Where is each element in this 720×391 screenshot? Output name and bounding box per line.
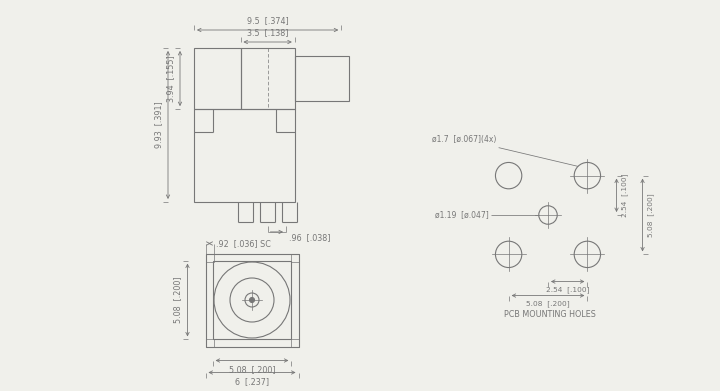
Text: .96  [.038]: .96 [.038] xyxy=(289,233,330,242)
Bar xyxy=(240,48,294,109)
Bar xyxy=(205,253,299,346)
Bar xyxy=(194,48,240,109)
Text: 2.54  [.100]: 2.54 [.100] xyxy=(546,287,590,293)
Text: 3.5  [.138]: 3.5 [.138] xyxy=(247,28,289,37)
Text: ø1.7  [ø.067](4x): ø1.7 [ø.067](4x) xyxy=(432,135,497,143)
Bar xyxy=(194,109,294,202)
Bar xyxy=(205,253,214,262)
Circle shape xyxy=(250,298,254,303)
Text: 5.08  [.200]: 5.08 [.200] xyxy=(526,301,570,307)
Text: 9.93  [.391]: 9.93 [.391] xyxy=(154,102,163,148)
Text: 5.08  [.200]: 5.08 [.200] xyxy=(174,277,182,323)
Text: 5.08  [.200]: 5.08 [.200] xyxy=(229,366,275,375)
Text: .92  [.036] SC: .92 [.036] SC xyxy=(217,239,271,248)
Bar xyxy=(290,339,299,346)
Text: 9.5  [.374]: 9.5 [.374] xyxy=(247,16,289,25)
Text: 2.54  [.100]: 2.54 [.100] xyxy=(621,174,629,217)
Text: ø1.19  [ø.047]: ø1.19 [ø.047] xyxy=(435,210,489,219)
Text: 6  [.237]: 6 [.237] xyxy=(235,377,269,386)
Text: 3.94  [.155]: 3.94 [.155] xyxy=(166,55,175,102)
Bar xyxy=(294,56,349,101)
Text: PCB MOUNTING HOLES: PCB MOUNTING HOLES xyxy=(503,310,595,319)
Bar xyxy=(290,253,299,262)
Bar xyxy=(212,261,292,339)
Bar xyxy=(205,339,214,346)
Text: 5.08  [.200]: 5.08 [.200] xyxy=(647,193,654,237)
